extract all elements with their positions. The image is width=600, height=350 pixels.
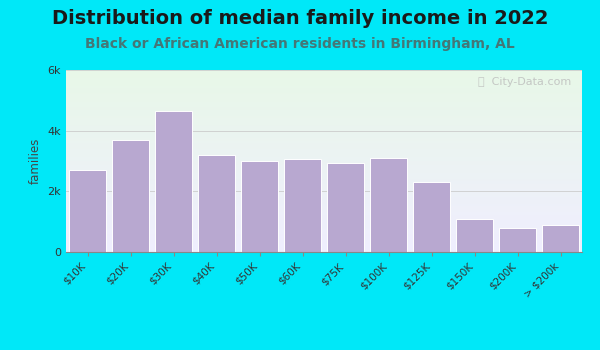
- Text: ⓘ  City-Data.com: ⓘ City-Data.com: [478, 77, 572, 87]
- Y-axis label: families: families: [29, 138, 42, 184]
- Bar: [112, 140, 149, 252]
- Bar: [455, 219, 493, 252]
- Bar: [370, 158, 407, 252]
- Bar: [326, 162, 364, 252]
- Bar: [155, 111, 193, 252]
- Text: Distribution of median family income in 2022: Distribution of median family income in …: [52, 9, 548, 28]
- Bar: [68, 170, 106, 252]
- Bar: [413, 182, 451, 252]
- Text: Black or African American residents in Birmingham, AL: Black or African American residents in B…: [85, 37, 515, 51]
- Bar: [197, 155, 235, 252]
- Bar: [542, 225, 580, 252]
- Bar: [499, 228, 536, 252]
- Bar: [241, 161, 278, 252]
- Bar: [284, 160, 322, 252]
